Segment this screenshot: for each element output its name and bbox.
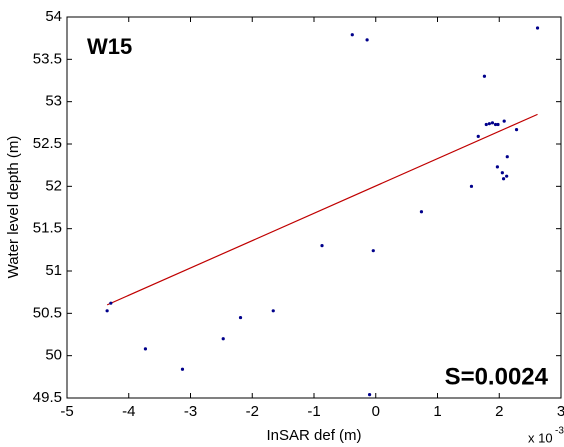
point <box>105 309 109 313</box>
y-axis-label: Water level depth (m) <box>5 136 22 279</box>
y-tick-label: 50 <box>45 347 62 364</box>
point <box>490 121 495 125</box>
y-tick-label: 53 <box>45 93 62 110</box>
point <box>350 33 354 37</box>
plot-frame <box>66 16 562 399</box>
point <box>484 122 488 127</box>
point <box>238 315 243 320</box>
x-tick-label: 0 <box>372 403 380 420</box>
point <box>109 301 113 305</box>
point <box>271 309 275 313</box>
point <box>482 74 487 78</box>
point <box>320 244 324 248</box>
point <box>365 38 369 42</box>
y-tick-label: 52 <box>45 177 62 194</box>
point <box>367 393 372 397</box>
point <box>487 122 491 126</box>
x-tick-label: -1 <box>307 403 320 420</box>
point <box>535 26 540 30</box>
y-tick-label: 51 <box>45 262 62 279</box>
point <box>493 122 498 127</box>
point <box>419 210 424 214</box>
x-tick-label: -4 <box>122 403 135 420</box>
point <box>221 337 225 341</box>
annotation: W15 <box>87 34 132 59</box>
x-scale-exponent: -3 <box>555 426 564 437</box>
point <box>514 128 519 132</box>
fit-line <box>106 113 538 306</box>
point <box>496 122 500 127</box>
annotation: S=0.0024 <box>445 363 549 390</box>
x-tick-label: 3 <box>557 403 564 420</box>
x-tick-label: -5 <box>60 403 73 420</box>
point <box>371 249 375 253</box>
x-scale-label: x 10 <box>528 430 553 445</box>
point <box>505 174 509 178</box>
x-tick-label: 1 <box>433 403 441 420</box>
y-tick-label: 50.5 <box>33 304 62 321</box>
point <box>495 165 499 169</box>
x-axis-label: InSAR def (m) <box>266 427 361 444</box>
point <box>505 155 509 159</box>
point <box>469 184 474 188</box>
point <box>500 171 504 175</box>
y-tick-label: 51.5 <box>33 220 62 237</box>
x-tick-label: -3 <box>184 403 197 420</box>
x-tick-label: -2 <box>246 403 259 420</box>
y-tick-label: 49.5 <box>33 389 62 406</box>
point <box>180 367 185 371</box>
point <box>476 134 480 138</box>
y-tick-label: 53.5 <box>33 50 62 67</box>
point <box>143 347 148 351</box>
y-tick-label: 54 <box>45 8 62 25</box>
point <box>501 177 506 181</box>
point <box>502 119 506 123</box>
x-tick-label: 2 <box>495 403 503 420</box>
y-tick-label: 52.5 <box>33 135 62 152</box>
